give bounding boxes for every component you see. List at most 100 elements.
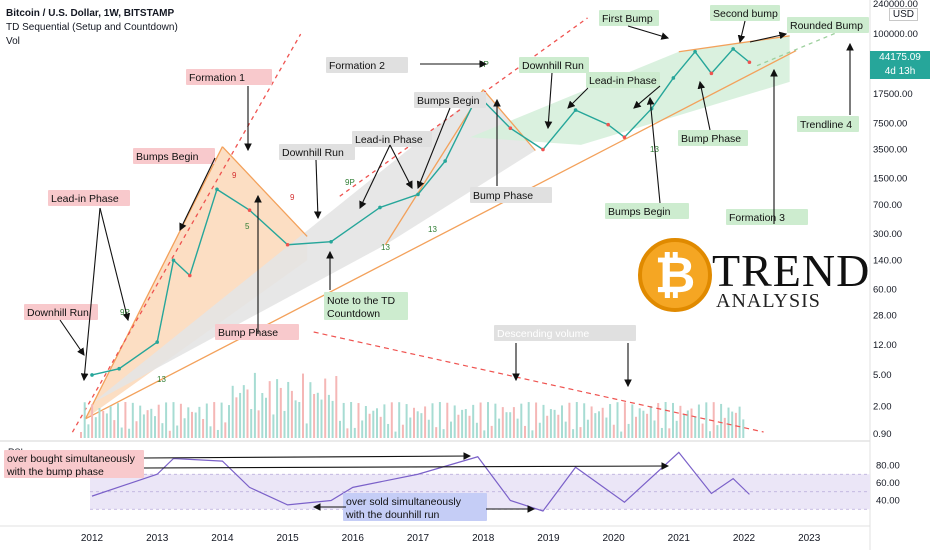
annotation-box (343, 493, 487, 521)
annotation-text: First Bump (602, 13, 653, 25)
volume-bar (154, 416, 156, 438)
volume-bar (623, 402, 626, 438)
currency-button[interactable]: USD (888, 8, 918, 21)
td-marker: 13 (157, 375, 166, 384)
annotation-box (710, 5, 780, 21)
volume-bar (305, 423, 308, 438)
annotation-arrow (80, 207, 101, 382)
volume-bar (620, 431, 623, 438)
volume-bar (564, 421, 567, 438)
price-point (693, 49, 697, 54)
annotation-text: Downhill Run (522, 60, 584, 72)
volume-bar (128, 428, 131, 438)
volume-bar (438, 402, 441, 438)
volume-bar (272, 414, 275, 438)
annotation-arrow (359, 144, 391, 209)
annotation-arrow (143, 452, 472, 460)
volume-bar (616, 402, 619, 438)
price-tick-label: 300.00 (873, 229, 902, 240)
volume-bar (213, 402, 216, 438)
volume-bar (142, 414, 145, 438)
annotation-box (24, 304, 98, 320)
volume-bar (709, 431, 711, 438)
volume-bar (442, 429, 445, 438)
volume-bar (546, 415, 549, 438)
volume-bar (483, 430, 486, 438)
volume-bar (646, 413, 649, 438)
price-tick-label: 0.90 (873, 429, 892, 440)
volume-bar (198, 406, 201, 438)
annotation-box (787, 17, 869, 33)
annotation-box (215, 324, 299, 340)
volume-bar (457, 414, 460, 438)
volume-bar (146, 410, 149, 438)
price-point (215, 187, 219, 192)
volume-bar (109, 406, 112, 438)
volume-bar (117, 403, 119, 438)
volume-bar (549, 409, 552, 438)
price-point (541, 147, 545, 152)
volume-bar (409, 417, 412, 438)
last-price-tag: 44175.09 4d 13h (870, 51, 930, 79)
volume-bar (694, 416, 697, 438)
volume-bar (113, 420, 116, 438)
annotation-arrow (179, 157, 216, 231)
volume-bar (727, 407, 730, 438)
volume-bar (102, 411, 105, 438)
time-tick-label: 2023 (798, 533, 821, 544)
volume-bar (383, 404, 386, 438)
annotation-text: Bumps Begin (417, 95, 480, 107)
volume-bar (239, 392, 242, 438)
volume-bar (246, 389, 249, 438)
annotation-text: Bumps Begin (136, 151, 199, 163)
volume-bar (524, 425, 526, 438)
volume-bar (161, 423, 164, 438)
annotation-box (494, 325, 636, 341)
annotation-box (599, 10, 659, 26)
volume-bar (98, 408, 101, 438)
annotation-text: Downhill Run (282, 147, 344, 159)
annotation-text: over sold simultaneously (346, 496, 462, 508)
volume-bar (105, 413, 108, 438)
annotation-box (797, 116, 859, 132)
bitcoin-logo-icon: ₿ (638, 238, 712, 312)
volume-bar (368, 413, 371, 438)
volume-bar (490, 425, 493, 438)
price-point (188, 273, 192, 278)
volume-bar (372, 410, 375, 438)
annotation-arrow (99, 207, 131, 322)
volume-bar (475, 422, 478, 438)
volume-bar (568, 402, 571, 438)
volume-bar (80, 432, 82, 438)
annotation-arrow (544, 72, 553, 130)
volume-bar (191, 411, 193, 438)
volume-bar (679, 405, 682, 438)
volume-descending-line (313, 331, 764, 433)
volume-bar (553, 409, 556, 438)
volume-bar (664, 402, 667, 438)
time-tick-label: 2016 (342, 533, 365, 544)
td-marker: 9 (232, 171, 237, 180)
price-tick-label: 140.00 (873, 255, 902, 266)
volume-bar (150, 408, 153, 438)
volume-bar (609, 404, 612, 438)
volume-bar (635, 416, 637, 438)
volume-bar (220, 402, 223, 438)
time-tick-label: 2021 (668, 533, 691, 544)
volume-bar (723, 417, 726, 438)
annotation-box (519, 57, 589, 73)
volume-bar (235, 397, 238, 438)
volume-bar (538, 422, 541, 438)
volume-bar (509, 412, 512, 438)
volume-bar (686, 410, 689, 438)
price-point (573, 108, 578, 112)
price-tick-label: 240000.00 (873, 0, 918, 10)
volume-bar (242, 385, 245, 438)
volume-bar (139, 405, 142, 438)
volume-bar (331, 400, 334, 438)
annotation-text: Countdown (327, 308, 380, 320)
volume-bar (427, 419, 430, 438)
volume-bar (350, 402, 353, 438)
volume-bar (420, 413, 423, 438)
